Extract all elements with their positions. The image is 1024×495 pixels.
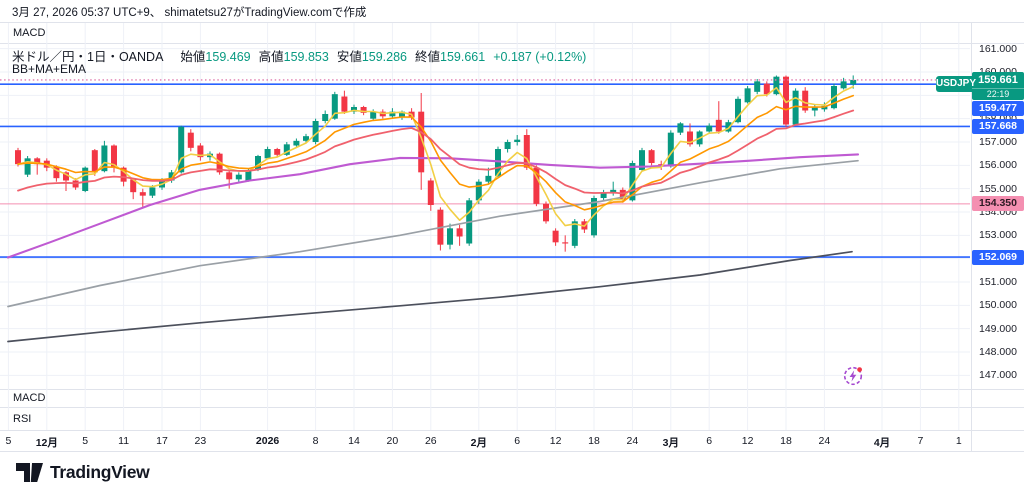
- x-tick-label: 3月: [662, 437, 679, 449]
- x-tick-label: 12: [741, 435, 754, 447]
- price-tick-label: 149.000: [979, 322, 1017, 335]
- x-tick-label: 6: [706, 435, 713, 447]
- price-level-badge[interactable]: 157.668: [972, 118, 1024, 134]
- price-tick-label: 156.000: [979, 159, 1017, 172]
- x-tick-label: 17: [156, 435, 168, 447]
- x-tick-label: 7: [917, 435, 924, 447]
- x-tick-label: 18: [588, 435, 600, 447]
- indicator-label-macd-top[interactable]: MACD: [13, 27, 46, 39]
- x-tick-label: 12: [549, 435, 562, 447]
- symbol-legend: 米ドル／円・1日・OANDA 始値159.469 高値159.853 安値159.28…: [12, 46, 586, 65]
- x-tick-label: 6: [514, 435, 521, 447]
- time-axis[interactable]: 5 12月 5 11 17 23 2026 8 14 20 26 2月 6 12 18 24 3月 6 12 18 24…: [0, 430, 1024, 452]
- bar-countdown: 22:19: [972, 87, 1024, 100]
- indicator-label-rsi[interactable]: RSI: [13, 413, 32, 425]
- x-tick-label: 12月: [35, 437, 58, 449]
- price-tick-label: 147.000: [979, 369, 1017, 382]
- price-tick-label: 153.000: [979, 229, 1017, 242]
- x-tick-label: 23: [194, 435, 207, 447]
- price-scale[interactable]: 161.000160.000158.000157.000156.000155.0…: [972, 22, 1024, 452]
- price-tick-label: 157.000: [979, 136, 1017, 148]
- indicator-label-bbmaema[interactable]: BB+MA+EMA: [12, 62, 87, 76]
- lightning-event-icon[interactable]: [842, 365, 864, 387]
- ohlc-label: 始値: [180, 50, 206, 64]
- ohlc-value: 159.286: [361, 50, 408, 64]
- x-tick-label: 18: [780, 435, 792, 447]
- price-tick-label: 148.000: [979, 346, 1017, 358]
- price-tick-label: 155.000: [979, 182, 1017, 195]
- ohlc-value: 159.853: [283, 50, 329, 64]
- x-tick-label: 20: [386, 435, 399, 447]
- ohlc-value: 159.661: [440, 50, 486, 64]
- symbol-title[interactable]: 米ドル／円・1日・OANDA: [12, 50, 164, 64]
- tradingview-logo-icon: [16, 463, 43, 482]
- ohlc-value: 159.469: [205, 50, 251, 64]
- price-level-badge[interactable]: 159.477: [972, 100, 1024, 116]
- current-price-badge: 159.661 22:19: [972, 71, 1024, 100]
- price-tick-label: 161.000: [979, 42, 1017, 55]
- ohlc-label: 安値: [336, 50, 362, 64]
- x-tick-label: 14: [348, 435, 360, 447]
- x-tick-label: 5: [5, 435, 12, 447]
- tradingview-logo[interactable]: TradingView: [16, 462, 150, 483]
- x-tick-label: 2月: [470, 437, 487, 449]
- x-tick-label: 8: [312, 435, 319, 447]
- attribution-text: 3月 27, 2026 05:37 UTC+9、 shimatetsu27がTr…: [12, 7, 367, 19]
- price-level-badge[interactable]: 154.350: [972, 196, 1024, 212]
- tradingview-logo-text: TradingView: [50, 462, 150, 482]
- price-level-badge[interactable]: 152.069: [972, 249, 1024, 265]
- x-tick-label: 26: [424, 435, 437, 447]
- x-tick-label: 5: [82, 435, 89, 447]
- ohlc-label: 終値: [415, 50, 441, 64]
- price-tick-label: 150.000: [979, 299, 1017, 312]
- chart-canvas[interactable]: [0, 0, 1024, 452]
- symbol-price-label[interactable]: USDJPY: [936, 76, 976, 92]
- ohlc-label: 高値: [258, 50, 284, 64]
- x-tick-label: 2026: [255, 435, 280, 447]
- x-tick-label: 4月: [873, 437, 891, 449]
- indicator-label-macd-bottom[interactable]: MACD: [13, 392, 46, 404]
- ohlc-values: 始値159.469 高値159.853 安値159.286 終値159.661: [172, 50, 485, 64]
- price-tick-label: 151.000: [979, 276, 1017, 288]
- x-tick-label: 24: [818, 435, 831, 447]
- x-tick-label: 11: [118, 435, 130, 447]
- x-tick-label: 24: [626, 435, 639, 447]
- change-value: +0.187 (+0.12%): [493, 50, 587, 64]
- x-tick-label: 1: [955, 435, 962, 447]
- current-price-value: 159.661: [978, 73, 1018, 86]
